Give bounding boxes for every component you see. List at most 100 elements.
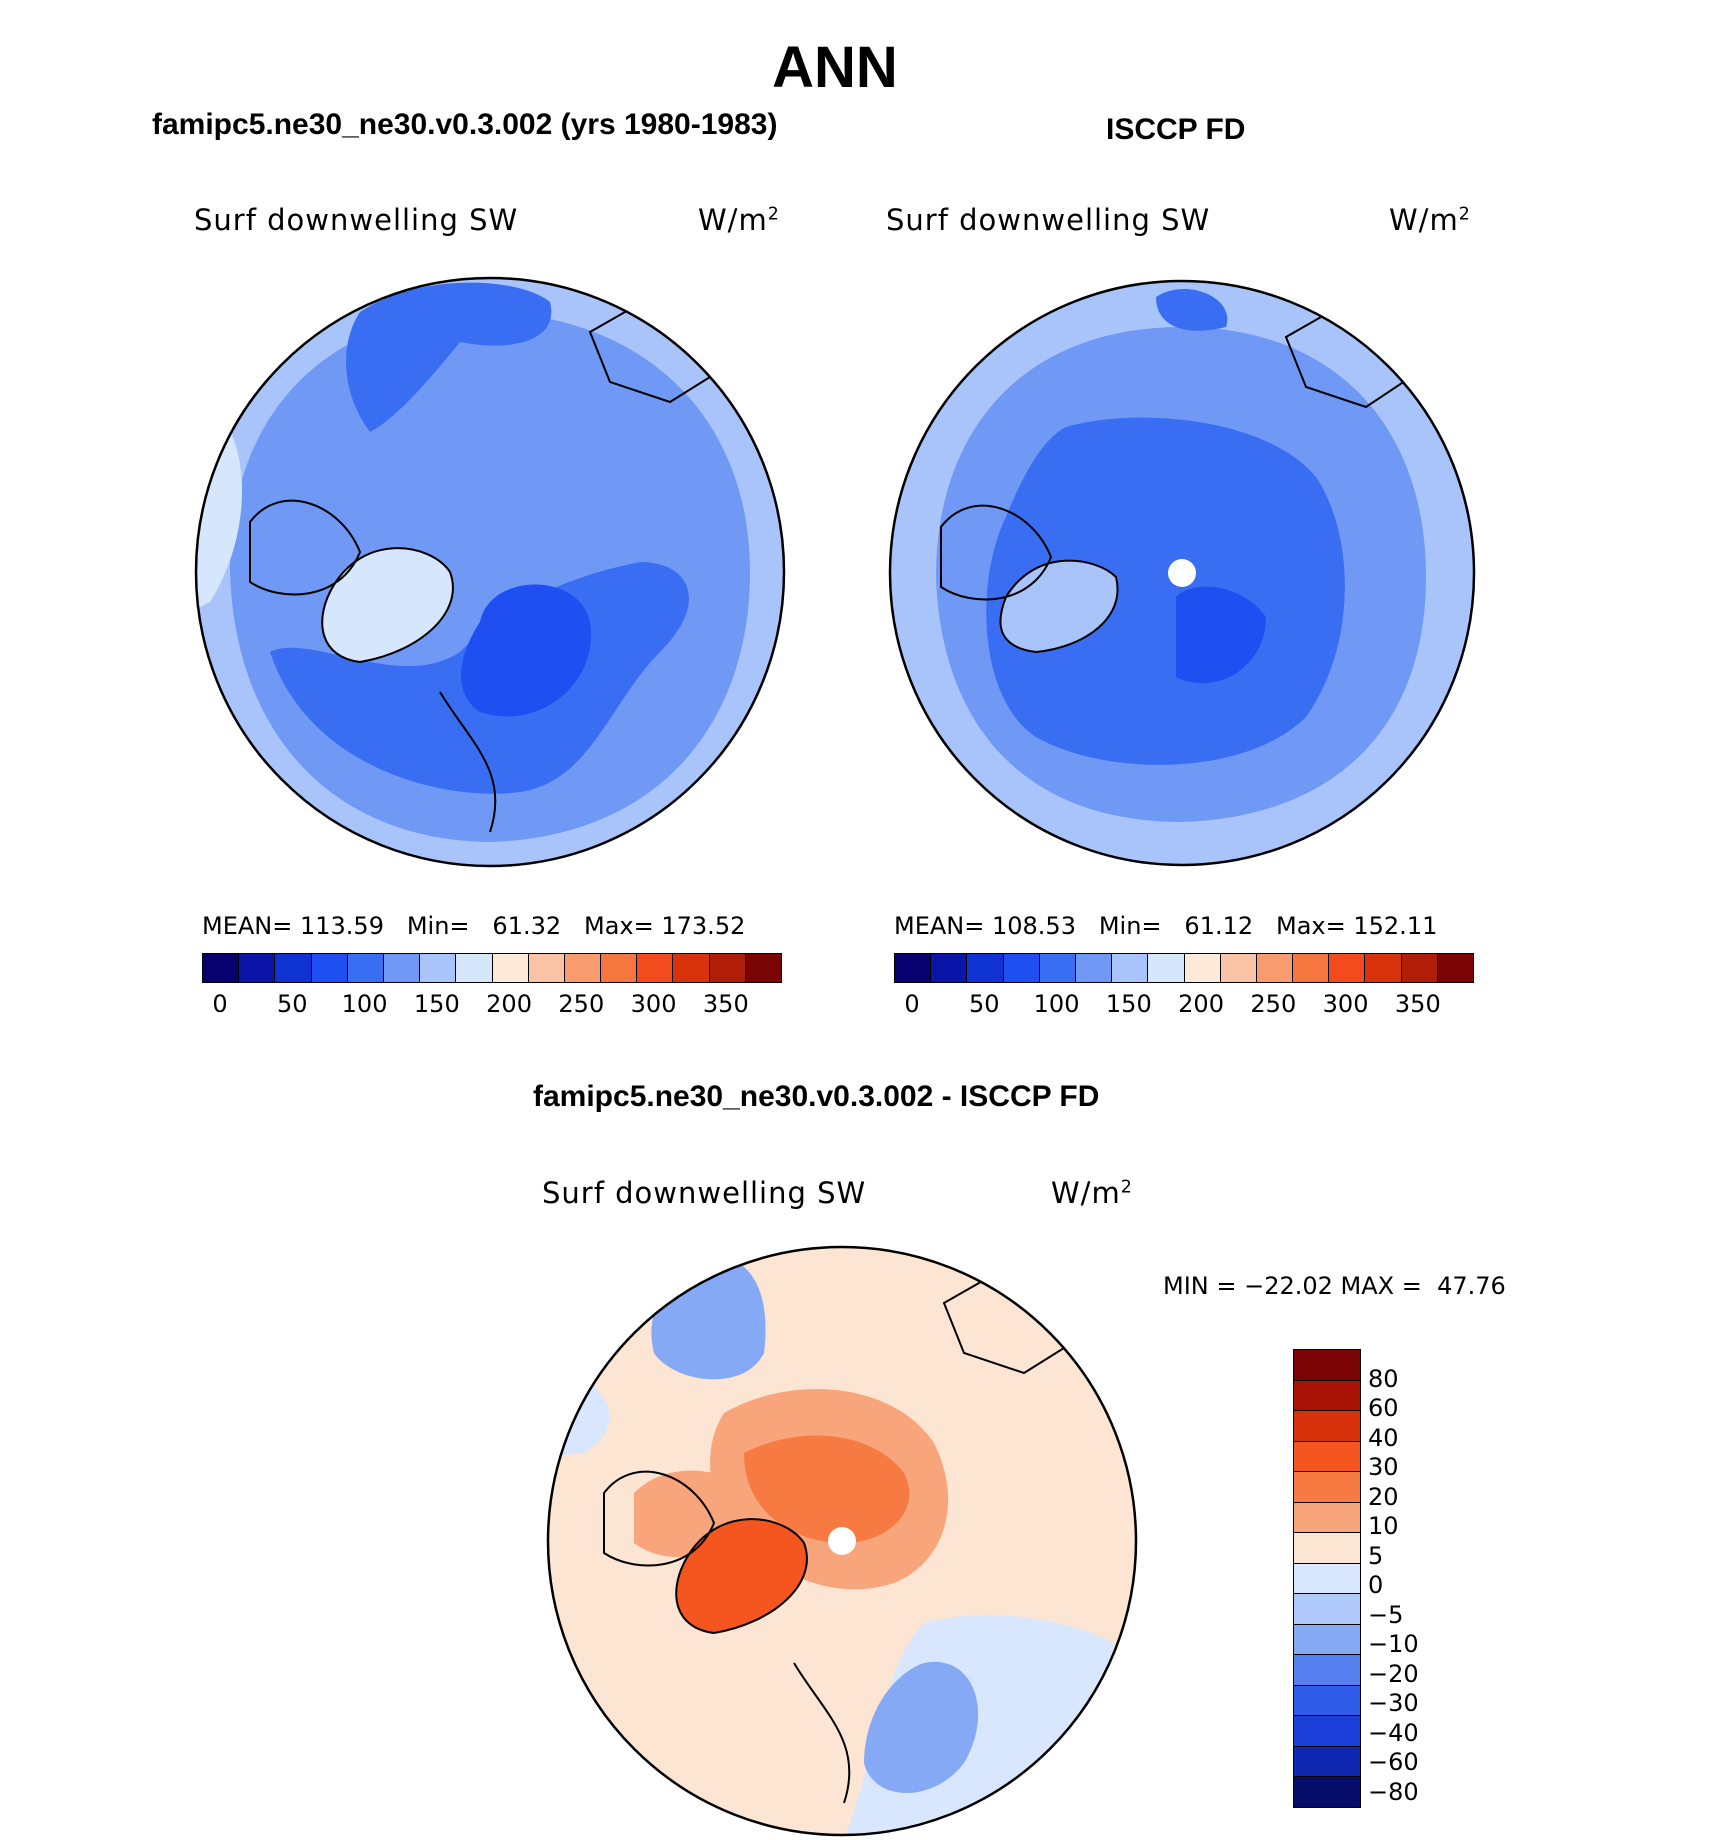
colorbar-swatch bbox=[1148, 954, 1185, 982]
colorbar-swatch bbox=[601, 954, 638, 982]
panel2-field-norwegian-sea bbox=[1176, 586, 1266, 684]
colorbar-tick-label: 50 bbox=[969, 990, 1000, 1018]
colorbar-swatch bbox=[967, 954, 1004, 982]
panel3-title: famipc5.ne30_ne30.v0.3.002 - ISCCP FD bbox=[533, 1080, 1100, 1113]
colorbar-tick-label: −80 bbox=[1368, 1777, 1419, 1806]
panel3-map-border bbox=[546, 1245, 1138, 1837]
colorbar-tick-label: 250 bbox=[558, 990, 605, 1018]
colorbar-swatch bbox=[239, 954, 276, 982]
colorbar-swatch bbox=[1294, 1502, 1360, 1533]
colorbar-swatch bbox=[637, 954, 674, 982]
panel2-polar-map bbox=[888, 279, 1476, 867]
colorbar-swatch bbox=[1294, 1594, 1360, 1625]
colorbar-swatch bbox=[1401, 954, 1438, 982]
panel3-field-orange-core bbox=[744, 1435, 910, 1543]
figure-title: ANN bbox=[772, 35, 898, 100]
panel1-field-pacific-patch bbox=[346, 282, 552, 432]
panel2-variable-label: Surf downwelling SW bbox=[886, 203, 1211, 237]
colorbar-swatch bbox=[1220, 954, 1257, 982]
colorbar-swatch bbox=[1039, 954, 1076, 982]
panel2-colorbar bbox=[894, 953, 1474, 983]
colorbar-tick-label: 0 bbox=[904, 990, 920, 1018]
colorbar-swatch bbox=[895, 954, 932, 982]
colorbar-tick-label: 300 bbox=[630, 990, 677, 1018]
colorbar-swatch bbox=[1294, 1563, 1360, 1594]
colorbar-tick-label: 5 bbox=[1368, 1541, 1384, 1570]
colorbar-tick-label: 0 bbox=[1368, 1571, 1384, 1599]
panel3-field-blue-patch-scandinavia bbox=[864, 1661, 979, 1793]
panel3-colorbar-ticks: 80 60 40 30 20 10 5 0 −5 −10 −20 −30 −40 −60 −80 bbox=[1368, 1349, 1448, 1819]
panel2-field-central bbox=[986, 417, 1345, 765]
panel2-greenland bbox=[999, 559, 1119, 654]
colorbar-swatch bbox=[1294, 1716, 1360, 1747]
colorbar-swatch bbox=[420, 954, 457, 982]
panel1-stats: MEAN= 113.59 Min= 61.32 Max= 173.52 bbox=[202, 912, 746, 940]
colorbar-tick-label: −5 bbox=[1368, 1600, 1404, 1629]
colorbar-swatch bbox=[1294, 1411, 1360, 1442]
colorbar-tick-label: 50 bbox=[277, 990, 308, 1018]
colorbar-swatch bbox=[1294, 1350, 1360, 1381]
colorbar-swatch bbox=[1437, 954, 1473, 982]
panel2-stats: MEAN= 108.53 Min= 61.12 Max= 152.11 bbox=[894, 912, 1438, 940]
colorbar-tick-label: −40 bbox=[1368, 1718, 1419, 1747]
colorbar-swatch bbox=[1294, 1777, 1360, 1807]
panel2-pole-hole bbox=[1168, 559, 1196, 587]
panel1-polar-map bbox=[194, 276, 786, 868]
colorbar-tick-label: 60 bbox=[1368, 1394, 1399, 1422]
colorbar-swatch bbox=[1294, 1655, 1360, 1686]
colorbar-tick-label: 350 bbox=[1394, 990, 1441, 1018]
panel1-map-border bbox=[194, 276, 786, 868]
panel1-title: famipc5.ne30_ne30.v0.3.002 (yrs 1980-198… bbox=[152, 108, 778, 141]
panel2-units-label: W/m2 bbox=[1389, 203, 1471, 237]
colorbar-tick-label: 200 bbox=[1178, 990, 1224, 1018]
colorbar-tick-label: 300 bbox=[1322, 990, 1369, 1018]
panel1-colorbar bbox=[202, 953, 782, 983]
panel1-units-label: W/m2 bbox=[698, 203, 780, 237]
colorbar-swatch bbox=[492, 954, 529, 982]
colorbar-swatch bbox=[1294, 1624, 1360, 1655]
colorbar-swatch bbox=[1294, 1472, 1360, 1503]
panel1-variable-label: Surf downwelling SW bbox=[194, 203, 519, 237]
colorbar-tick-label: 10 bbox=[1368, 1512, 1399, 1540]
colorbar-tick-label: 0 bbox=[212, 990, 228, 1018]
colorbar-swatch bbox=[1294, 1441, 1360, 1472]
colorbar-swatch bbox=[1112, 954, 1149, 982]
colorbar-swatch bbox=[1256, 954, 1294, 982]
colorbar-swatch bbox=[1294, 1685, 1360, 1716]
colorbar-tick-label: 100 bbox=[341, 990, 388, 1018]
colorbar-tick-label: −60 bbox=[1368, 1748, 1419, 1776]
colorbar-swatch bbox=[745, 954, 781, 982]
panel3-polar-map bbox=[546, 1245, 1138, 1837]
colorbar-swatch bbox=[1003, 954, 1040, 982]
colorbar-tick-label: 350 bbox=[702, 990, 749, 1018]
colorbar-tick-label: 20 bbox=[1368, 1482, 1399, 1511]
colorbar-tick-label: 40 bbox=[1368, 1423, 1399, 1452]
colorbar-tick-label: 200 bbox=[486, 990, 532, 1018]
panel3-stats: MIN = −22.02 MAX = 47.76 bbox=[1163, 1272, 1506, 1300]
colorbar-swatch bbox=[1075, 954, 1113, 982]
colorbar-swatch bbox=[1294, 1746, 1360, 1777]
panel1-colorbar-ticks: 0 50 100 150 200 250 300 350 bbox=[202, 990, 780, 1020]
colorbar-swatch bbox=[275, 954, 312, 982]
colorbar-tick-label: 250 bbox=[1250, 990, 1297, 1018]
panel3-field-blue-patch-north bbox=[651, 1257, 766, 1380]
panel3-greenland bbox=[675, 1518, 808, 1635]
colorbar-swatch bbox=[311, 954, 348, 982]
panel3-units-label: W/m2 bbox=[1051, 1176, 1133, 1210]
panel2-field-pacific-patch bbox=[1156, 288, 1228, 331]
colorbar-tick-label: 150 bbox=[413, 990, 460, 1018]
panel3-colorbar bbox=[1293, 1349, 1361, 1808]
panel2-title: ISCCP FD bbox=[1106, 113, 1246, 146]
colorbar-swatch bbox=[1365, 954, 1402, 982]
colorbar-tick-label: 30 bbox=[1368, 1453, 1399, 1481]
panel3-pole-hole bbox=[828, 1527, 856, 1555]
panel2-map-border bbox=[888, 279, 1476, 867]
colorbar-swatch bbox=[1329, 954, 1366, 982]
panel1-field-norwegian-sea bbox=[461, 584, 592, 717]
colorbar-swatch bbox=[1294, 1533, 1360, 1564]
panel1-greenland bbox=[321, 547, 454, 664]
colorbar-swatch bbox=[1184, 954, 1221, 982]
colorbar-tick-label: −10 bbox=[1368, 1630, 1419, 1658]
colorbar-tick-label: 100 bbox=[1033, 990, 1080, 1018]
colorbar-swatch bbox=[931, 954, 968, 982]
